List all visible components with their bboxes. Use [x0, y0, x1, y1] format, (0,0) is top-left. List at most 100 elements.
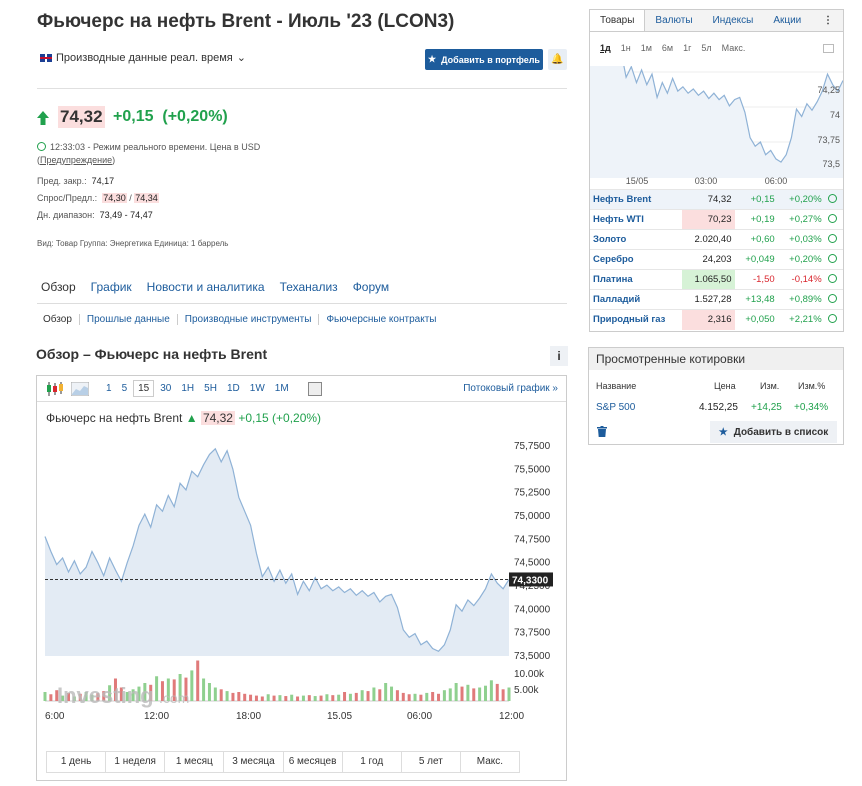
quote-last: 24,203	[682, 249, 735, 270]
period-5y[interactable]: 5 лет	[400, 752, 460, 772]
tf-1d[interactable]: 1D	[226, 383, 240, 394]
tf-5h[interactable]: 5H	[204, 383, 217, 394]
info-button[interactable]: i	[550, 346, 568, 366]
candlestick-icon[interactable]	[45, 381, 63, 396]
tab-indices[interactable]: Индексы	[712, 15, 754, 26]
area-chart-icon[interactable]	[71, 381, 89, 396]
tf-5[interactable]: 5	[121, 383, 128, 394]
tf-15[interactable]: 15	[133, 380, 155, 397]
quote-name[interactable]: Природный газ	[590, 309, 682, 330]
volume-bar	[84, 692, 88, 701]
bid-ask-row: Спрос/Предл.: 74,30 / 74,34	[37, 193, 159, 203]
volume-bar	[460, 686, 464, 701]
mini-tf-5y[interactable]: 5л	[701, 43, 712, 53]
quote-name[interactable]: Нефть WTI	[590, 209, 682, 230]
quote-pct: +0,20%	[777, 189, 825, 210]
mini-y-tick-label: 73,75	[817, 135, 840, 145]
period-1m[interactable]: 1 месяц	[164, 752, 223, 772]
period-1d[interactable]: 1 день	[60, 756, 92, 767]
quote-name[interactable]: Платина	[590, 269, 682, 290]
volume-bar	[331, 695, 335, 701]
mini-tf-6m[interactable]: 6м	[661, 43, 674, 53]
mini-tf-1w[interactable]: 1н	[620, 43, 631, 53]
add-to-portfolio-button[interactable]: ★ Добавить в портфель	[425, 49, 543, 70]
tf-30[interactable]: 30	[160, 383, 172, 394]
volume-bar	[296, 696, 300, 701]
add-to-watchlist-label: Добавить в список	[733, 426, 829, 438]
tab-stocks[interactable]: Акции	[773, 15, 802, 26]
mini-tf-1d[interactable]: 1д	[600, 43, 611, 53]
mini-tf-1m[interactable]: 1м	[640, 43, 652, 53]
tab-forum[interactable]: Форум	[352, 280, 390, 294]
tf-1[interactable]: 1	[106, 383, 112, 394]
subtab-history[interactable]: Прошлые данные	[78, 314, 177, 325]
tab-overview[interactable]: Обзор	[41, 280, 76, 294]
period-1y[interactable]: 1 год	[341, 752, 401, 772]
subtab-futures[interactable]: Фьючерсные контракты	[318, 314, 443, 325]
tab-news[interactable]: Новости и аналитика	[146, 280, 265, 294]
tab-currencies[interactable]: Валюты	[655, 15, 693, 26]
quote-pct: -0,14%	[777, 269, 825, 290]
quote-row[interactable]: Нефть Brent 74,32 +0,15 +0,20%	[590, 189, 843, 210]
quote-row[interactable]: Палладий 1.527,28 +13,48 +0,89%	[590, 289, 843, 310]
viewed-quotes-panel	[588, 347, 844, 445]
price-chart[interactable]: 75,7500 75,5000 75,2500 75,0000 74,7500 74,50…	[37, 436, 566, 726]
volume-bar	[207, 683, 211, 701]
add-to-watchlist-button[interactable]: ★ Добавить в список	[710, 421, 837, 443]
viewed-quote-name[interactable]: S&P 500	[596, 402, 636, 413]
trash-icon[interactable]	[597, 426, 607, 437]
instrument-meta: Вид: Товар Группа: Энергетика Единица: 1…	[37, 239, 229, 248]
mini-tf-max[interactable]: Макс.	[721, 43, 746, 53]
x-tick-label: 06:00	[407, 711, 432, 722]
tab-commodities[interactable]: Товары	[590, 10, 646, 31]
mini-tf-1y[interactable]: 1г	[683, 43, 692, 53]
quote-row[interactable]: Нефть WTI 70,23 +0,19 +0,27%	[590, 209, 843, 230]
period-max[interactable]: Макс.	[459, 752, 519, 772]
viewed-quote-row[interactable]: S&P 500 4.152,25 +14,25 +0,34%	[596, 402, 836, 414]
realtime-label: Производные данные реал. время	[56, 51, 233, 64]
subtab-overview[interactable]: Обзор	[43, 314, 72, 325]
alert-bell-button[interactable]: 🔔	[548, 49, 567, 70]
period-3m[interactable]: 3 месяца	[223, 752, 282, 772]
quote-row[interactable]: Платина 1.065,50 -1,50 -0,14%	[590, 269, 843, 290]
quote-pct: +0,89%	[777, 289, 825, 310]
quote-name[interactable]: Серебро	[590, 249, 682, 270]
volume-bar	[348, 693, 352, 701]
quote-row[interactable]: Природный газ 2,316 +0,050 +2,21%	[590, 309, 843, 330]
volume-bar	[307, 695, 311, 701]
change-value: +0,15	[113, 108, 154, 125]
mini-y-tick-label: 73,5	[822, 159, 840, 169]
volume-bar	[266, 694, 270, 701]
clock-icon	[824, 289, 843, 310]
stream-chart-link[interactable]: Потоковый график »	[463, 383, 558, 394]
viewed-quote-change: +14,25	[751, 402, 782, 413]
price-line	[44, 447, 510, 653]
volume-bar	[219, 689, 223, 701]
tf-1h[interactable]: 1H	[181, 383, 195, 394]
quote-name[interactable]: Палладий	[590, 289, 682, 310]
quote-name[interactable]: Нефть Brent	[590, 189, 682, 210]
quote-row[interactable]: Золото 2.020,40 +0,60 +0,03%	[590, 229, 843, 250]
tf-1m[interactable]: 1M	[274, 383, 289, 394]
x-tick-label: 15.05	[327, 711, 352, 722]
tf-1w[interactable]: 1W	[249, 383, 265, 394]
subtab-derivatives[interactable]: Производные инструменты	[176, 314, 319, 325]
more-menu-icon[interactable]: ⋮	[823, 15, 833, 26]
period-1w[interactable]: 1 неделя	[105, 752, 164, 772]
warning-link[interactable]: Предупреждение	[40, 155, 113, 165]
volume-bar	[260, 696, 264, 701]
mini-price-chart[interactable]: 74,25 74 73,75 73,5 15/05 03:00 06:00	[590, 66, 843, 188]
quote-name[interactable]: Золото	[590, 229, 682, 250]
quote-row[interactable]: Серебро 24,203 +0,049 +0,20%	[590, 249, 843, 270]
tab-technical[interactable]: Теханализ	[279, 280, 338, 294]
indicator-icon[interactable]	[307, 381, 322, 396]
tab-chart[interactable]: График	[90, 280, 132, 294]
mini-y-tick-label: 74,25	[817, 85, 840, 95]
volume-bar	[319, 695, 323, 701]
period-6m[interactable]: 6 месяцев	[282, 752, 342, 772]
volume-bar	[237, 692, 241, 701]
expand-icon[interactable]	[823, 44, 834, 53]
realtime-selector[interactable]: Производные данные реал. время ⌄	[40, 51, 246, 64]
volume-bar	[178, 674, 182, 701]
volume-bar	[184, 677, 188, 701]
